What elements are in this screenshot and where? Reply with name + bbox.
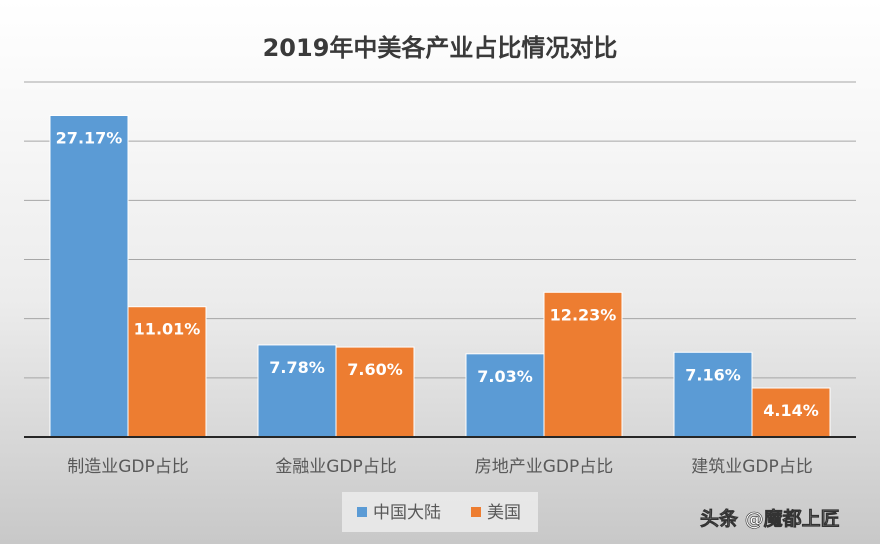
legend-label-us: 美国	[487, 503, 521, 523]
data-label: 27.17%	[56, 128, 123, 147]
legend-box	[342, 492, 538, 532]
bar-china	[673, 351, 753, 438]
data-label: 7.16%	[685, 365, 741, 384]
x-tick-label: 金融业GDP占比	[275, 457, 397, 477]
legend-swatch-china	[357, 507, 367, 517]
x-axis-labels: 制造业GDP占比 金融业GDP占比 房地产业GDP占比 建筑业GDP占比	[67, 457, 813, 477]
data-label: 7.60%	[347, 360, 403, 379]
data-label: 4.14%	[763, 401, 819, 420]
bar-us	[751, 387, 831, 438]
chart-title: 2019年中美各产业占比情况对比	[263, 34, 618, 62]
x-tick-label: 制造业GDP占比	[67, 457, 189, 477]
data-label: 7.03%	[477, 367, 533, 386]
bars: 27.17% 11.01% 7.78% 7.60% 7.03% 12.23% 7.16% 4.…	[24, 114, 856, 438]
data-label: 11.01%	[134, 320, 201, 339]
bar-us	[127, 306, 207, 438]
data-label: 7.78%	[269, 358, 325, 377]
x-tick-label: 房地产业GDP占比	[475, 457, 614, 477]
legend-swatch-us	[471, 507, 481, 517]
bar-us	[335, 346, 415, 438]
data-label: 12.23%	[550, 305, 617, 324]
x-tick-label: 建筑业GDP占比	[691, 457, 813, 477]
legend-label-china: 中国大陆	[373, 503, 441, 523]
bar-china	[49, 114, 129, 438]
legend: 中国大陆 美国	[342, 492, 538, 532]
bar-us	[543, 291, 623, 438]
watermark: 头条 @魔都上匠	[700, 507, 840, 530]
